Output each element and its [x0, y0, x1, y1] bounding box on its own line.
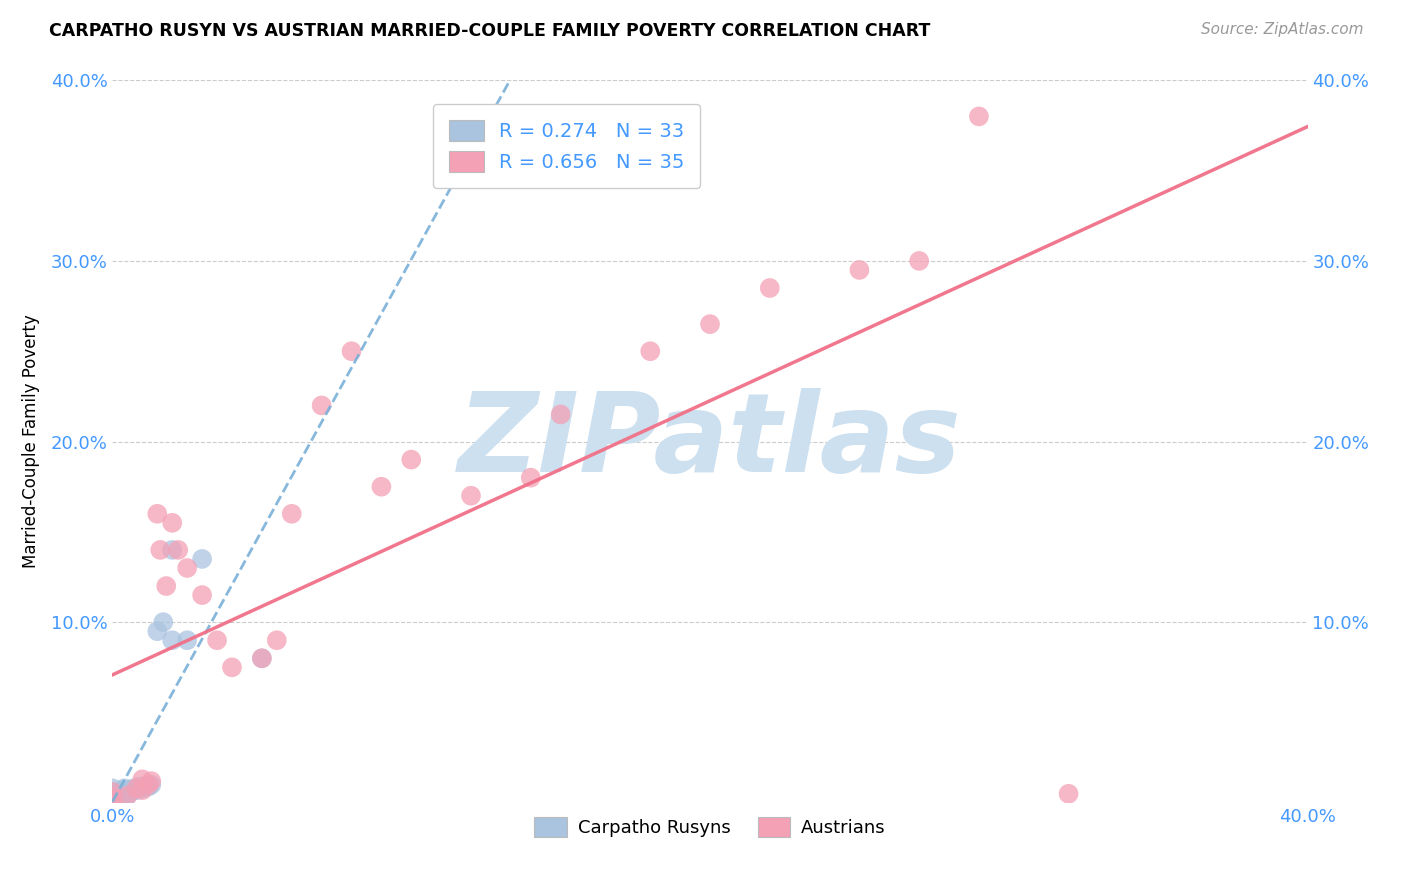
- Point: [167, 542, 190, 557]
- Point: [221, 660, 243, 674]
- Point: [699, 317, 721, 331]
- Point: [101, 796, 124, 810]
- Point: [967, 109, 990, 123]
- Text: ZIPatlas: ZIPatlas: [458, 388, 962, 495]
- Point: [176, 633, 198, 648]
- Point: [120, 785, 142, 799]
- Point: [110, 783, 132, 797]
- Point: [117, 783, 139, 797]
- Point: [131, 772, 153, 787]
- Point: [128, 780, 150, 794]
- Point: [152, 615, 174, 630]
- Point: [191, 588, 214, 602]
- Point: [550, 408, 572, 422]
- Point: [131, 781, 153, 796]
- Point: [101, 781, 124, 796]
- Legend: Carpatho Rusyns, Austrians: Carpatho Rusyns, Austrians: [527, 810, 893, 845]
- Point: [401, 452, 423, 467]
- Point: [281, 507, 304, 521]
- Point: [101, 789, 124, 803]
- Point: [101, 796, 124, 810]
- Point: [114, 787, 135, 801]
- Point: [125, 783, 148, 797]
- Point: [149, 542, 172, 557]
- Point: [117, 789, 139, 803]
- Point: [138, 780, 160, 794]
- Point: [146, 507, 169, 521]
- Point: [146, 624, 169, 639]
- Point: [101, 787, 124, 801]
- Point: [101, 796, 124, 810]
- Point: [107, 796, 129, 810]
- Point: [176, 561, 198, 575]
- Point: [131, 783, 153, 797]
- Point: [125, 781, 148, 796]
- Point: [101, 796, 124, 810]
- Point: [162, 516, 183, 530]
- Point: [162, 633, 183, 648]
- Point: [117, 789, 139, 803]
- Point: [848, 263, 870, 277]
- Point: [141, 778, 163, 792]
- Point: [114, 781, 135, 796]
- Point: [370, 480, 392, 494]
- Point: [640, 344, 662, 359]
- Point: [460, 489, 482, 503]
- Point: [250, 651, 273, 665]
- Point: [191, 552, 214, 566]
- Point: [101, 785, 124, 799]
- Text: Source: ZipAtlas.com: Source: ZipAtlas.com: [1201, 22, 1364, 37]
- Point: [110, 789, 132, 803]
- Y-axis label: Married-Couple Family Poverty: Married-Couple Family Poverty: [21, 315, 39, 568]
- Point: [162, 542, 183, 557]
- Point: [155, 579, 177, 593]
- Point: [250, 651, 273, 665]
- Point: [107, 787, 129, 801]
- Point: [205, 633, 228, 648]
- Point: [101, 792, 124, 806]
- Point: [101, 790, 124, 805]
- Point: [1057, 787, 1080, 801]
- Point: [141, 774, 163, 789]
- Point: [134, 780, 156, 794]
- Point: [520, 471, 543, 485]
- Point: [138, 778, 160, 792]
- Point: [101, 790, 124, 805]
- Point: [101, 796, 124, 810]
- Point: [908, 254, 931, 268]
- Point: [101, 785, 124, 799]
- Point: [266, 633, 288, 648]
- Point: [122, 781, 145, 796]
- Text: CARPATHO RUSYN VS AUSTRIAN MARRIED-COUPLE FAMILY POVERTY CORRELATION CHART: CARPATHO RUSYN VS AUSTRIAN MARRIED-COUPL…: [49, 22, 931, 40]
- Point: [759, 281, 782, 295]
- Point: [340, 344, 363, 359]
- Point: [311, 398, 333, 412]
